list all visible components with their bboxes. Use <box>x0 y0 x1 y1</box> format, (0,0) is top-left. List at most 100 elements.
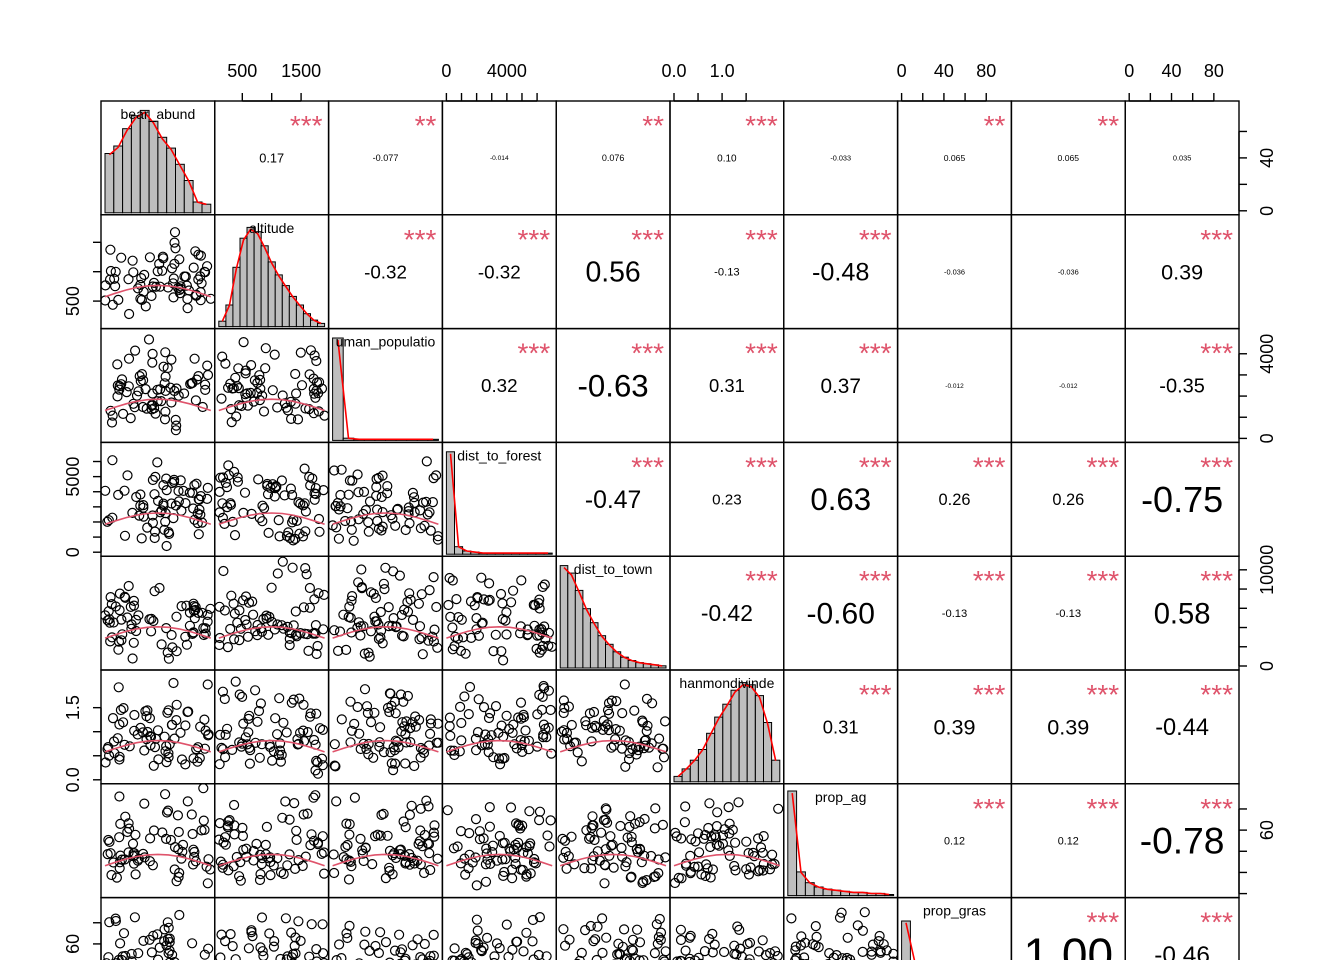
scatter-point <box>344 601 355 612</box>
scatter-point <box>626 831 637 842</box>
scatter-point <box>163 751 174 763</box>
scatter-point <box>758 865 769 876</box>
scatter-point <box>654 913 665 925</box>
significance-stars: *** <box>859 338 892 369</box>
scatter-point <box>149 532 160 544</box>
scatter-point <box>180 631 191 642</box>
scatter-point <box>331 796 342 807</box>
scatter-point <box>376 525 387 536</box>
panel-6-6: prop_ag <box>783 783 899 899</box>
significance-stars: *** <box>631 451 664 482</box>
scatter-points <box>444 680 557 770</box>
significance-stars: *** <box>1086 793 1119 824</box>
histogram-bar <box>166 147 176 214</box>
significance-stars: *** <box>745 338 778 369</box>
scatter-point <box>159 378 170 389</box>
scatter-point <box>281 727 292 738</box>
panel-5-8: 0.39 *** <box>1010 669 1126 785</box>
scatter-point <box>152 457 163 468</box>
scatter-point <box>558 924 569 935</box>
scatter-point <box>875 947 886 958</box>
scatter-point <box>110 266 121 277</box>
scatter-point <box>530 858 541 869</box>
right-tick-label: 60 <box>1257 820 1277 840</box>
scatter-point <box>541 951 552 960</box>
scatter-point <box>539 579 550 590</box>
scatter-point <box>389 945 401 956</box>
scatter-point <box>425 525 436 536</box>
scatter-point <box>190 604 201 616</box>
scatter-point <box>146 626 157 637</box>
scatter-point <box>371 473 382 485</box>
scatter-point <box>655 927 667 938</box>
scatter-point <box>431 601 442 613</box>
scatter-point <box>615 820 626 832</box>
scatter-point <box>304 471 315 482</box>
scatter-point <box>388 764 399 776</box>
scatter-point <box>342 839 353 851</box>
scatter-point <box>753 946 765 957</box>
scatter-point <box>319 868 329 879</box>
scatter-point <box>291 825 302 836</box>
panel-3-5: 0.23*** <box>669 441 785 557</box>
panel-1-2: -0.32 *** <box>327 214 444 330</box>
scatter-point <box>359 648 370 659</box>
correlation-label: 0.32 <box>481 375 518 396</box>
panel-7-7: prop_gras <box>896 896 1013 960</box>
panel-3-0 <box>100 441 216 557</box>
scatter-point <box>216 742 227 754</box>
scatter-point <box>237 830 248 842</box>
correlation-label: -0.036 <box>944 267 965 276</box>
panel-2-4: -0.63*** <box>555 327 671 444</box>
right-tick-label: 0 <box>1257 433 1277 443</box>
smooth-line <box>218 853 325 867</box>
scatter-point <box>515 621 526 632</box>
scatter-point <box>258 406 270 417</box>
scatter-point <box>217 472 229 483</box>
scatter-point <box>464 681 476 693</box>
scatter-point <box>316 848 327 860</box>
scatter-point <box>175 475 186 486</box>
top-tick-label: 0 <box>441 61 451 81</box>
scatter-point <box>123 274 134 285</box>
scatter-point <box>229 529 241 541</box>
scatter-point <box>166 354 177 365</box>
scatter-point <box>675 924 687 935</box>
scatter-point <box>424 584 435 596</box>
scatter-point <box>246 360 257 371</box>
scatter-point <box>842 932 853 943</box>
scatter-point <box>471 880 482 891</box>
scatter-point <box>265 482 276 493</box>
scatter-point <box>114 938 126 949</box>
scatter-point <box>495 588 507 600</box>
scatter-point <box>317 760 328 771</box>
scatter-point <box>112 958 121 960</box>
scatter-point <box>611 695 622 707</box>
scatter-point <box>282 951 293 960</box>
scatter-point <box>649 947 661 959</box>
scatter-point <box>311 377 323 388</box>
scatter-point <box>114 754 125 765</box>
scatter-point <box>587 811 598 822</box>
scatter-point <box>318 948 329 959</box>
scatter-point <box>273 514 284 526</box>
scatter-point <box>158 480 169 491</box>
scatter-point <box>584 708 596 719</box>
scatter-point <box>484 821 495 832</box>
panel-2-5: 0.31*** <box>669 327 785 444</box>
scatter-point <box>419 938 430 950</box>
scatter-point <box>515 734 526 746</box>
scatter-point <box>304 369 315 380</box>
scatter-point <box>559 835 571 846</box>
scatter-point <box>152 266 163 277</box>
scatter-point <box>105 848 116 859</box>
scatter-point <box>147 357 158 368</box>
scatter-point <box>859 907 870 918</box>
scatter-points <box>216 337 329 428</box>
scatter-point <box>261 821 272 833</box>
scatter-point <box>741 864 752 875</box>
panel-0-5: 0.10 *** <box>669 100 785 216</box>
scatter-point <box>278 717 289 728</box>
scatter-point <box>256 912 268 923</box>
scatter-point <box>445 730 456 742</box>
